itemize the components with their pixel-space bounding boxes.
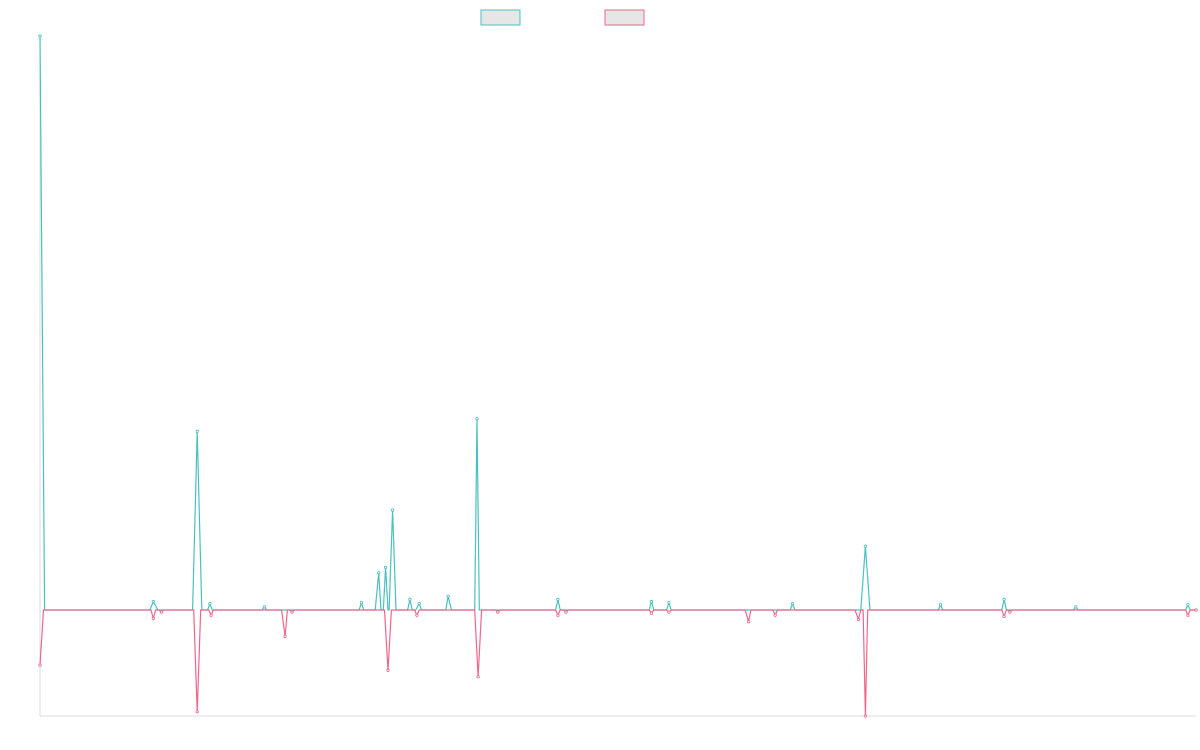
series-1-point [790,601,795,606]
series-layer [38,34,1198,718]
series-2-point [556,613,560,617]
series-1-point [1074,605,1078,609]
legend [480,9,645,26]
series-2-point [856,617,861,622]
series-2-point [283,634,287,639]
series-1-point [863,544,868,548]
series-1-point [359,600,363,605]
series-1-point [649,599,654,604]
series-2-point [476,675,480,679]
series-1-line [39,35,1196,611]
series-1-point [195,429,199,433]
series-2-point [209,613,213,617]
series-2-point [564,610,568,614]
series-2-point [159,610,163,614]
series-1-point [938,603,943,607]
series-2-point [667,610,671,614]
series-2-point [496,610,500,614]
series-2-point [1008,610,1012,614]
series-1-point [417,601,421,606]
series-1-point [390,508,395,512]
series-1-point [208,601,212,606]
legend-swatch-2 [604,9,645,26]
axes [39,36,1196,717]
series-2-point [1194,608,1198,612]
series-2-point [38,663,42,667]
series-1-point [446,594,450,598]
series-1-point [408,597,412,602]
series-2-line [39,609,1196,717]
series-2-point [746,620,751,624]
series-1-point [377,571,381,575]
series-2-point [195,710,199,714]
series-1-point [556,597,560,602]
series-1-point [262,605,266,609]
series-1-point [475,417,479,421]
series-1-point [151,599,155,604]
series-2 [38,608,1198,718]
series-1-point [667,600,671,605]
series-2-point [773,613,777,617]
series-2-point [1186,613,1190,617]
series-1-point [383,565,388,570]
series-1-point [38,34,42,38]
series-2-point [290,610,294,614]
series-1-point [1186,603,1190,607]
series-2-point [386,668,390,673]
series-2-point [151,616,155,621]
legend-swatch-1 [480,9,521,26]
series-1 [38,34,1198,612]
series-2-point [1002,614,1006,619]
series-2-point [863,714,868,718]
series-1-point [1002,597,1006,602]
series-2-point [415,613,419,617]
series-2-point [649,611,654,615]
